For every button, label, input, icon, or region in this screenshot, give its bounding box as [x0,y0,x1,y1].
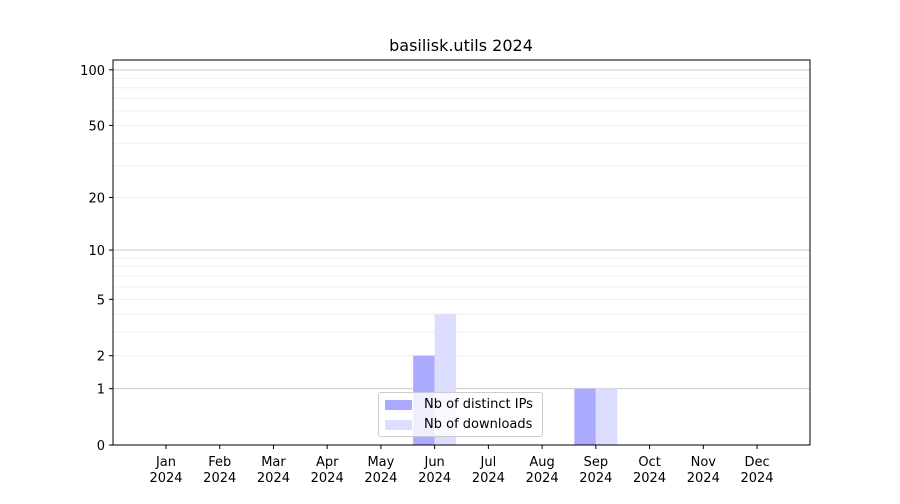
x-tick-label: Apr 2024 [311,455,344,486]
x-tick-label: Dec 2024 [740,455,773,486]
bar-ips [574,388,596,445]
legend-label: Nb of distinct IPs [424,397,533,412]
x-tick-label: Mar 2024 [257,455,290,486]
legend-swatch [385,399,412,410]
legend-item-ips: Nb of distinct IPs [385,397,533,412]
legend-label: Nb of downloads [424,417,533,432]
y-tick-label: 10 [88,244,105,259]
legend-swatch [385,419,412,430]
x-tick-label: Nov 2024 [687,455,720,486]
y-tick-label: 5 [97,293,105,308]
legend-item-downloads: Nb of downloads [385,417,532,432]
legend: Nb of distinct IPs Nb of downloads [378,392,543,437]
y-tick-label: 0 [97,439,105,454]
x-tick-label: Jun 2024 [418,455,451,486]
x-tick-label: Oct 2024 [633,455,666,486]
bar-downloads [595,388,618,445]
y-tick-label: 2 [97,350,105,365]
y-tick-label: 50 [88,119,105,134]
chart-title: basilisk.utils 2024 [389,36,533,55]
y-tick-label: 100 [80,64,105,79]
x-tick-label: Jan 2024 [149,455,182,486]
x-tick-label: Aug 2024 [526,455,559,486]
x-tick-label: Sep 2024 [579,455,612,486]
x-tick-label: Feb 2024 [203,455,236,486]
plot-frame [112,59,811,446]
y-tick-label: 20 [88,192,105,207]
x-tick-label: Jul 2024 [472,455,505,486]
x-tick-label: May 2024 [364,455,397,486]
y-tick-label: 1 [97,383,105,398]
